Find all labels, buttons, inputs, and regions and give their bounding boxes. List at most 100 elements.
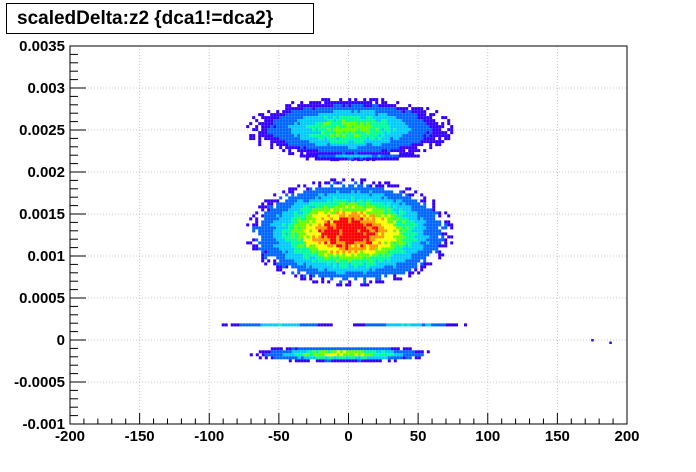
heatmap-cell [375,110,379,114]
heatmap-cell [288,187,292,191]
heatmap-cell [345,190,349,194]
heatmap-cell [408,238,412,242]
heatmap-cell [291,190,295,194]
heatmap-cell [369,134,373,138]
heatmap-cell [279,125,283,129]
heatmap-cell [345,107,349,111]
heatmap-cell [384,253,388,257]
heatmap-cell [393,359,397,363]
heatmap-cell [357,211,361,215]
heatmap-cell [375,250,379,254]
heatmap-cell [270,220,274,224]
heatmap-cell [366,149,370,153]
heatmap-cell [387,128,391,132]
heatmap-cell [315,211,319,215]
heatmap-cell [390,356,394,360]
heatmap-cell [357,190,361,194]
heatmap-cell [435,235,439,239]
heatmap-cell [288,119,292,123]
heatmap-cell [324,241,328,245]
heatmap-cell [291,113,295,117]
heatmap-cell [264,247,268,251]
heatmap-cell [279,122,283,126]
heatmap-cell [282,356,286,360]
heatmap-cell [288,226,292,230]
heatmap-cell [417,353,421,357]
heatmap-cell [351,214,355,218]
heatmap-cell [318,101,322,105]
heatmap-cell [342,113,346,117]
heatmap-cell [312,247,316,251]
heatmap-cell [315,149,319,153]
heatmap-cell [270,244,274,248]
heatmap-cell [309,226,313,230]
heatmap-cell [285,122,289,126]
heatmap-cell [333,271,337,275]
heatmap-cell [429,208,433,212]
heatmap-cell [357,116,361,120]
heatmap-cell [345,211,349,215]
heatmap-cell [267,229,271,233]
heatmap-cell [381,356,385,360]
heatmap-cell [375,146,379,150]
heatmap-cell [378,116,382,120]
heatmap-cell [396,247,400,251]
heatmap-cell [348,187,352,191]
heatmap-cell [345,250,349,254]
heatmap-cell [276,125,280,129]
heatmap-cell [390,107,394,111]
heatmap-cell [372,122,376,126]
heatmap-cell [294,137,298,141]
heatmap-cell [372,149,376,153]
heatmap-cell [333,208,337,212]
heatmap-cell [303,262,307,266]
heatmap-cell [402,271,406,275]
heatmap-cell [306,125,310,129]
heatmap-cell [369,122,373,126]
heatmap-cell [420,140,424,144]
heatmap-cell [264,253,268,257]
heatmap-cell [351,253,355,257]
heatmap-cell [356,157,360,161]
heatmap-cell [315,238,319,242]
heatmap-cell [303,184,307,188]
heatmap-cell [327,280,331,284]
heatmap-cell [402,241,406,245]
heatmap-cell [333,223,337,227]
heatmap-cell [342,347,346,351]
heatmap-cell [375,235,379,239]
x-tick-label: 0 [344,428,352,445]
heatmap-cell [339,247,343,251]
heatmap-cell [291,119,295,123]
heatmap-cell [309,116,313,120]
heatmap-cell [387,226,391,230]
heatmap-cell [324,125,328,129]
heatmap-cell [321,359,325,363]
heatmap-cell [378,211,382,215]
heatmap-cell [291,350,295,354]
heatmap-cell [369,350,373,354]
heatmap-cell [261,116,265,120]
heatmap-cell [429,137,433,141]
heatmap-cell [411,116,415,120]
heatmap-cell [336,208,340,212]
heatmap-cell [405,152,409,156]
heatmap-cell [339,208,343,212]
heatmap-cell [426,116,430,120]
heatmap-cell [396,253,400,257]
heatmap-cell [351,128,355,132]
heatmap-cell [330,125,334,129]
heatmap-cell [357,262,361,266]
heatmap-cell [276,205,280,209]
heatmap-cell [372,359,376,363]
heatmap-cell [318,217,322,221]
heatmap-cell [315,256,319,260]
heatmap-cell [306,137,310,141]
heatmap-cell [375,125,379,129]
heatmap-cell [270,356,274,360]
heatmap-cell [270,113,274,117]
heatmap-cell [426,232,430,236]
heatmap-cell [342,244,346,248]
heatmap-cell [327,131,331,135]
heatmap-cell [348,353,352,357]
